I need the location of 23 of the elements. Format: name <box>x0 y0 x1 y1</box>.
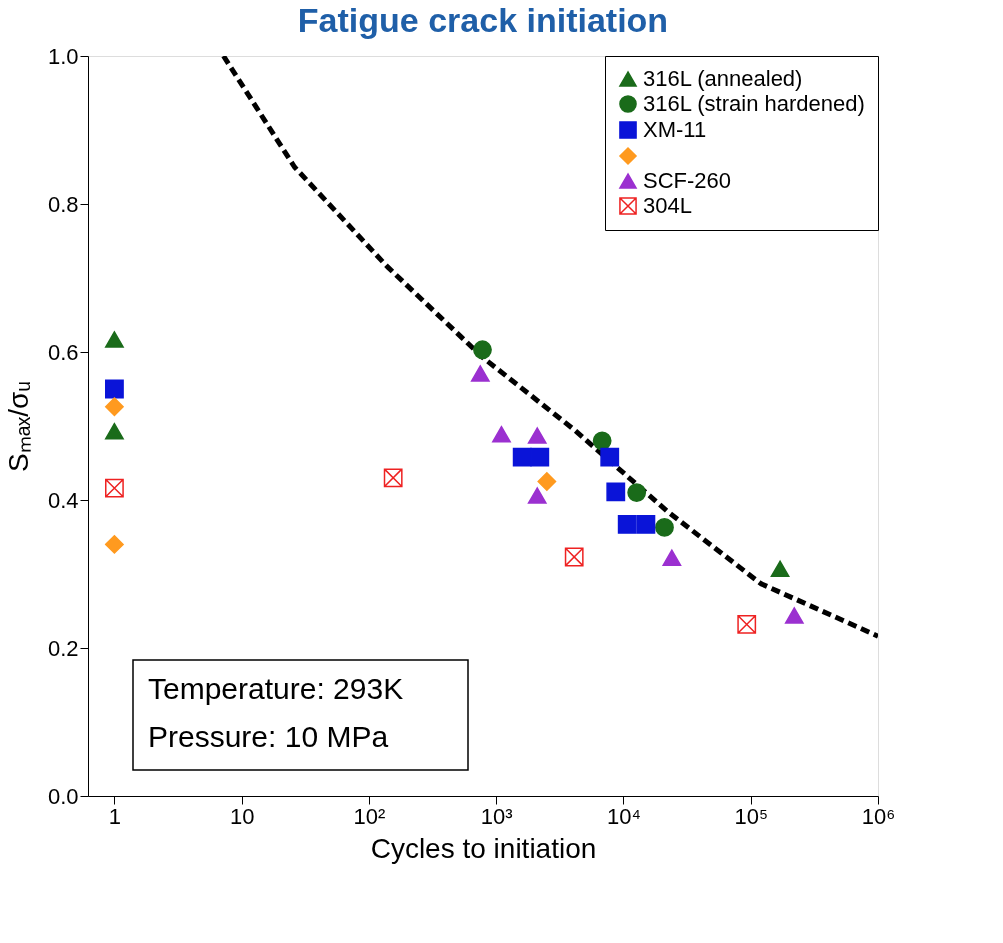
legend-label: XM-11 <box>643 117 707 142</box>
y-tick-label: 0.6 <box>47 339 79 365</box>
annotation: Temperature: 293K <box>148 672 404 705</box>
x-tick-label: 10⁴ <box>607 803 641 829</box>
y-tick-label: 1.0 <box>47 43 79 69</box>
y-tick-label: 0.2 <box>47 635 79 661</box>
x-axis-title: Cycles to initiation <box>370 832 597 864</box>
x-tick-label: 1 <box>108 803 122 829</box>
legend-label: 304L <box>643 193 692 218</box>
chart-title: Fatigue crack initiation <box>297 1 669 39</box>
x-tick-label: 10⁵ <box>734 803 769 829</box>
y-tick-label: 0.8 <box>47 191 79 217</box>
legend-label: 316L (strain hardened) <box>643 91 865 116</box>
x-tick-label: 10³ <box>480 803 513 829</box>
x-tick-label: 10 <box>229 803 255 829</box>
annotation: Pressure: 10 MPa <box>148 720 389 753</box>
x-tick-label: 10² <box>353 803 386 829</box>
x-tick-label: 10⁶ <box>861 803 896 829</box>
legend-label: 316L (annealed) <box>643 66 803 91</box>
legend-label: SCF-260 <box>643 168 732 193</box>
y-axis-title: Sₘₐₓ/σᵤ <box>2 380 34 473</box>
y-tick-label: 0.4 <box>47 487 79 513</box>
y-tick-label: 0.0 <box>47 783 79 809</box>
